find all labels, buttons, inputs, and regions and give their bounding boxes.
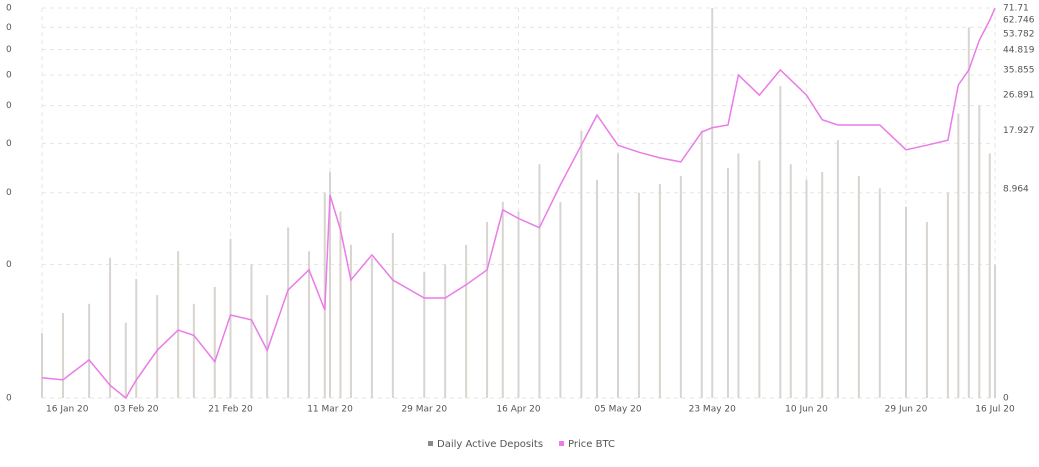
y-tick-label: 0	[6, 260, 12, 270]
bar	[287, 227, 290, 398]
bar	[580, 130, 583, 398]
bar	[616, 153, 619, 398]
bar	[779, 86, 782, 398]
bar	[836, 140, 839, 398]
y2-tick-label: 62.746	[1003, 15, 1035, 25]
bar	[726, 168, 729, 398]
bar	[135, 279, 138, 398]
bar	[596, 179, 599, 398]
bar	[41, 333, 43, 398]
bar	[904, 206, 907, 398]
bar	[994, 264, 996, 398]
bar	[339, 211, 342, 398]
x-tick-label: 11 Mar 20	[307, 405, 353, 415]
bar	[423, 271, 426, 398]
bar	[637, 192, 640, 398]
y-tick-label: 0	[6, 394, 12, 404]
y-tick-label: 0	[6, 71, 12, 81]
bar	[878, 188, 881, 398]
legend-swatch	[428, 441, 433, 446]
x-tick-label: 03 Feb 20	[114, 405, 159, 415]
x-tick-label: 23 May 20	[689, 405, 737, 415]
bar	[501, 201, 504, 398]
bar	[465, 244, 468, 398]
bar	[925, 221, 928, 398]
bar	[192, 303, 195, 398]
bar	[88, 303, 91, 398]
x-tick-label: 16 Jul 20	[975, 405, 1015, 415]
bar	[988, 153, 991, 398]
bar	[857, 175, 860, 398]
bar	[370, 257, 373, 398]
bar	[61, 312, 64, 398]
x-tick-label: 16 Apr 20	[496, 405, 540, 415]
bar	[328, 171, 331, 398]
bar	[737, 153, 740, 398]
bar	[444, 264, 447, 398]
y-tick-label: 0	[6, 45, 12, 55]
legend-label: Daily Active Deposits	[437, 439, 543, 450]
bar	[789, 164, 792, 398]
bar	[177, 251, 180, 398]
bar	[967, 27, 970, 398]
y-tick-label: 0	[6, 23, 12, 33]
bar	[266, 295, 269, 398]
bar	[978, 105, 981, 398]
y-tick-label: 0	[6, 188, 12, 198]
y2-tick-label: 8.964	[1003, 184, 1029, 194]
bar	[679, 175, 682, 398]
y2-tick-label: 0	[1003, 394, 1009, 404]
y2-tick-label: 35.855	[1003, 65, 1035, 75]
bar	[758, 160, 761, 398]
bar	[517, 211, 520, 398]
bar	[821, 171, 824, 398]
bar	[109, 257, 112, 398]
y2-tick-label: 71.71	[1003, 4, 1029, 14]
bar	[250, 264, 253, 398]
y2-tick-label: 26.891	[1003, 91, 1035, 101]
x-tick-label: 16 Jan 20	[46, 405, 89, 415]
price-line	[41, 7, 996, 400]
bar	[658, 184, 661, 398]
legend-label: Price BTC	[568, 439, 615, 450]
bar	[711, 8, 714, 398]
y-tick-label: 0	[6, 139, 12, 149]
bar	[946, 192, 949, 398]
bar	[559, 201, 562, 398]
bar	[486, 221, 489, 398]
y-tick-label: 0	[6, 4, 12, 14]
bar	[700, 130, 703, 398]
bar	[213, 286, 216, 398]
x-tick-label: 29 Mar 20	[401, 405, 447, 415]
legend: Daily Active Deposits Price BTC	[428, 439, 615, 450]
y2-tick-label: 44.819	[1003, 46, 1035, 56]
bar	[957, 113, 960, 398]
legend-swatch	[559, 441, 565, 446]
y2-tick-label: 53.782	[1003, 29, 1035, 39]
x-tick-label: 21 Feb 20	[208, 405, 253, 415]
bar	[391, 232, 394, 398]
bar	[229, 238, 232, 398]
bar	[349, 244, 352, 398]
bar	[156, 295, 159, 398]
y-tick-label: 0	[6, 101, 12, 111]
bar	[538, 164, 541, 398]
y2-tick-label: 17.927	[1003, 126, 1035, 136]
bar	[805, 179, 808, 398]
x-tick-label: 10 Jun 20	[785, 405, 828, 415]
bar	[308, 251, 311, 398]
x-tick-label: 29 Jun 20	[885, 405, 928, 415]
bar	[124, 322, 127, 398]
x-tick-label: 05 May 20	[594, 405, 642, 415]
